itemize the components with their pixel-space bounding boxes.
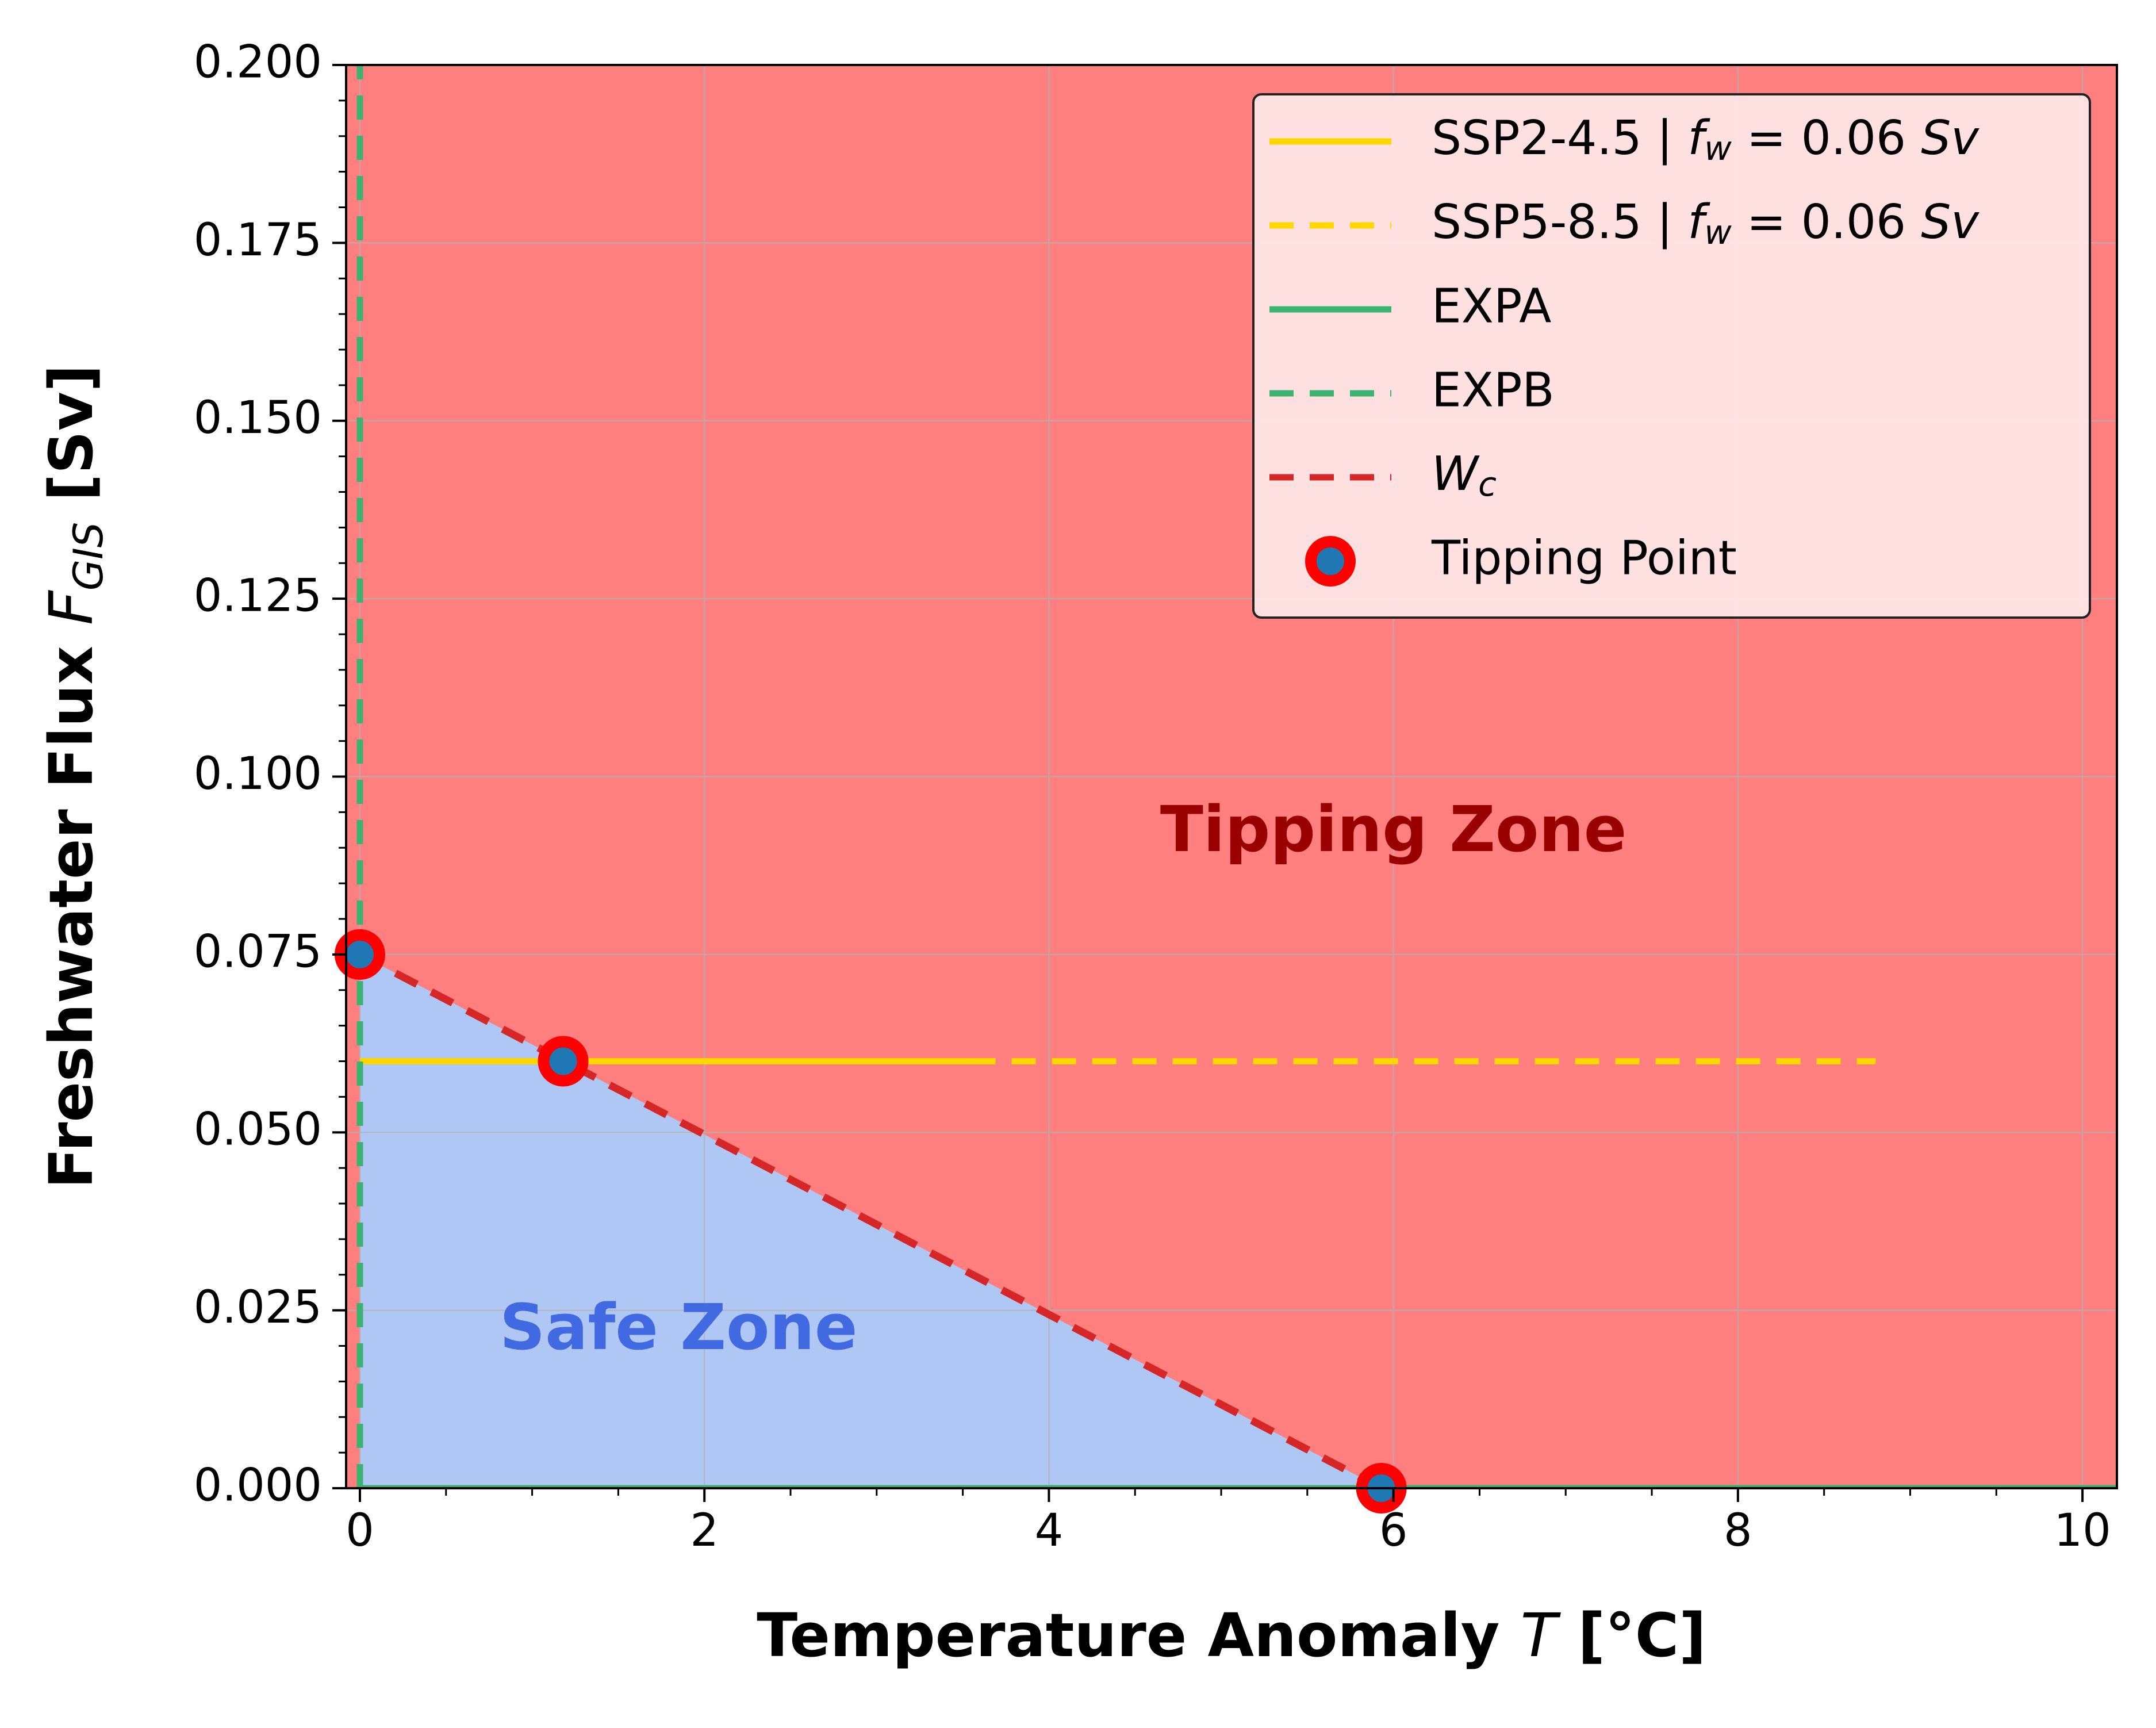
legend-label: EXPB: [1432, 363, 1555, 417]
legend-handle: [1305, 536, 1356, 587]
legend-label: SSP2-4.5 | fw = 0.06 Sv: [1432, 111, 1979, 168]
series-group: [356, 65, 2117, 1488]
y-tick-label: 0.075: [194, 926, 322, 978]
legend-box: [1252, 93, 2091, 619]
legend-item-ssp245: SSP2-4.5 | fw = 0.06 Sv: [1269, 111, 1979, 168]
x-tick-label: 8: [1724, 1505, 1752, 1557]
y-tick-label: 0.150: [194, 392, 322, 444]
y-tick-label: 0.175: [194, 214, 322, 266]
x-tick-label: 6: [1379, 1505, 1408, 1557]
x-tick-label: 0: [346, 1505, 374, 1557]
legend-label: SSP5-8.5 | fw = 0.06 Sv: [1432, 195, 1979, 252]
y-tick-label: 0.000: [194, 1459, 322, 1511]
legend: SSP2-4.5 | fw = 0.06 Sv SSP5-8.5 | fw = 0…: [1252, 93, 2091, 619]
x-tick-label: 2: [690, 1505, 719, 1557]
x-tick-label: 10: [2054, 1505, 2111, 1557]
legend-label: EXPA: [1432, 279, 1551, 334]
y-tick-label: 0.100: [194, 748, 322, 800]
x-axis-label: Temperature Anomaly T [°C]: [757, 1600, 1706, 1670]
safe-zone-label: Safe Zone: [500, 1290, 857, 1364]
y-tick-label: 0.025: [194, 1282, 322, 1334]
legend-item-expa: EXPA: [1269, 279, 1551, 334]
legend-label: Tipping Point: [1431, 531, 1737, 585]
legend-item-expb: EXPB: [1269, 363, 1555, 417]
legend-item-wc: Wc: [1269, 447, 1497, 504]
x-tick-label: 4: [1035, 1505, 1064, 1557]
y-tick-label: 0.050: [194, 1104, 322, 1156]
legend-label: Wc: [1432, 447, 1497, 504]
y-axis-label: Freshwater Flux FGIS [Sv]: [36, 365, 112, 1189]
legend-item-tipping-point: Tipping Point: [1305, 531, 1737, 587]
axes: 0 2 4 6 8 10 0.000 0.025 0.050 0.075 0.100 0.125 0.1…: [36, 36, 2118, 1670]
y-tick-label: 0.200: [194, 36, 322, 88]
wc-line: [358, 951, 1383, 1488]
tipping-zone-label: Tipping Zone: [1160, 792, 1627, 866]
tipping-point-marker: [538, 1036, 589, 1087]
legend-item-ssp585: SSP5-8.5 | fw = 0.06 Sv: [1269, 195, 1979, 252]
y-tick-label: 0.125: [194, 570, 322, 622]
